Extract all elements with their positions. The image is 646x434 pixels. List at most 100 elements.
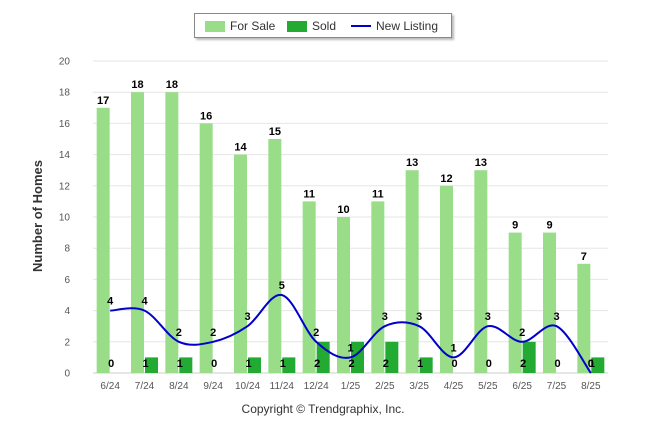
sold-value-label: 1: [280, 358, 286, 370]
new-listing-value-label: 1: [347, 342, 353, 354]
y-tick-label: 4: [64, 306, 70, 317]
sold-bar: [248, 357, 261, 373]
sold-bar: [282, 357, 296, 373]
for-sale-bar: [577, 263, 591, 373]
new-listing-value-label: 4: [141, 296, 148, 308]
for-sale-bar: [474, 170, 488, 373]
for-sale-bar: [234, 154, 247, 373]
for-sale-value-label: 12: [440, 173, 452, 185]
sold-bar: [419, 357, 433, 373]
legend: For Sale Sold New Listing: [194, 13, 452, 38]
for-sale-value-label: 15: [269, 126, 281, 138]
x-tick-label: 5/25: [478, 381, 498, 392]
for-sale-bar: [508, 232, 522, 373]
for-sale-value-label: 16: [200, 110, 212, 122]
for-sale-value-label: 9: [546, 220, 552, 232]
y-tick-label: 12: [59, 181, 71, 192]
for-sale-value-label: 9: [512, 220, 518, 232]
for-sale-value-label: 17: [97, 95, 109, 107]
sold-value-label: 1: [142, 358, 148, 370]
new-listing-value-label: 2: [313, 327, 319, 339]
x-tick-label: 3/25: [409, 381, 429, 392]
y-tick-labels: 0 2 4 6 8 10 12 14 16 18 20: [59, 57, 71, 380]
for-sale-bar: [405, 170, 419, 373]
new-listing-value-label: 3: [553, 311, 559, 323]
y-tick-label: 16: [59, 119, 71, 130]
sold-bar: [145, 357, 158, 373]
x-tick-label: 7/24: [135, 381, 155, 392]
y-tick-label: 8: [64, 244, 70, 255]
for-sale-bar: [371, 201, 385, 373]
y-tick-label: 10: [59, 213, 71, 224]
sold-bar: [385, 341, 399, 373]
legend-item-sold[interactable]: Sold: [287, 19, 336, 33]
sold-value-label: 2: [348, 358, 354, 370]
new-listing-value-label: 3: [416, 311, 422, 323]
for-sale-bar: [96, 107, 110, 374]
y-tick-label: 6: [64, 275, 70, 286]
new-listing-line-path: [110, 293, 592, 374]
for-sale-value-label: 14: [234, 142, 247, 154]
x-tick-label: 4/25: [444, 381, 464, 392]
for-sale-bar: [337, 217, 350, 373]
sold-value-label: 2: [314, 358, 320, 370]
for-sale-bar: [543, 232, 556, 373]
for-sale-bar: [131, 92, 144, 373]
y-tick-label: 20: [59, 57, 71, 68]
y-tick-label: 18: [59, 88, 71, 99]
legend-label-new-listing: New Listing: [376, 19, 439, 33]
for-sale-value-label: 18: [131, 79, 143, 91]
for-sale-value-label: 7: [581, 251, 587, 263]
for-sale-value-label: 11: [372, 188, 384, 200]
sold-value-label: 1: [417, 358, 423, 370]
new-listing-value-label: 0: [588, 358, 594, 370]
y-axis-label: Number of Homes: [30, 160, 45, 272]
for-sale-bar: [199, 123, 213, 374]
sold-value-label: 0: [451, 358, 457, 370]
new-listing-value-label: 3: [382, 311, 388, 323]
x-tick-label: 1/25: [341, 381, 361, 392]
sold-value-label: 0: [108, 358, 114, 370]
sold-bar: [179, 357, 193, 373]
for-sale-bar: [268, 139, 282, 373]
legend-item-for-sale[interactable]: For Sale: [205, 19, 275, 33]
sold-value-label: 0: [486, 358, 492, 370]
x-tick-label: 6/25: [512, 381, 532, 392]
sold-value-label: 1: [245, 358, 251, 370]
new-listing-value-label: 3: [485, 311, 491, 323]
sold-value-label: 0: [211, 358, 217, 370]
sold-value-label: 2: [520, 358, 526, 370]
y-tick-label: 0: [64, 369, 70, 380]
x-tick-label: 9/24: [203, 381, 223, 392]
sold-bar: [591, 357, 605, 373]
x-tick-label: 10/24: [235, 381, 260, 392]
new-listing-swatch: [351, 25, 371, 27]
bars: [96, 92, 605, 374]
legend-label-for-sale: For Sale: [230, 19, 276, 33]
copyright-text: Copyright © Trendgraphix, Inc.: [241, 402, 405, 416]
sold-value-label: 0: [554, 358, 560, 370]
for-sale-value-label: 13: [406, 157, 418, 169]
for-sale-value-label: 11: [303, 188, 315, 200]
new-listing-value-label: 2: [210, 327, 216, 339]
for-sale-swatch: [205, 20, 225, 32]
x-tick-labels: 6/24 7/24 8/24 9/24 10/24 11/24 12/24 1/25 2/25 3…: [100, 381, 601, 392]
new-listing-value-label: 5: [279, 280, 285, 292]
new-listing-value-label: 4: [107, 296, 114, 308]
for-sale-bar: [302, 201, 316, 373]
data-labels: 1701811811601411511121021121311201309290…: [97, 79, 595, 370]
x-tick-label: 2/25: [375, 381, 395, 392]
for-sale-value-label: 18: [166, 79, 178, 91]
for-sale-bar: [440, 185, 453, 373]
sold-value-label: 2: [383, 358, 389, 370]
y-tick-label: 14: [59, 150, 71, 161]
x-tick-label: 8/25: [581, 381, 601, 392]
sold-value-label: 1: [589, 358, 595, 370]
legend-item-new-listing[interactable]: New Listing: [351, 19, 438, 33]
x-tick-label: 6/24: [100, 381, 120, 392]
new-listing-line: [110, 293, 592, 374]
legend-label-sold: Sold: [312, 19, 337, 33]
sold-bar: [522, 341, 536, 373]
new-listing-value-label: 2: [519, 327, 525, 339]
